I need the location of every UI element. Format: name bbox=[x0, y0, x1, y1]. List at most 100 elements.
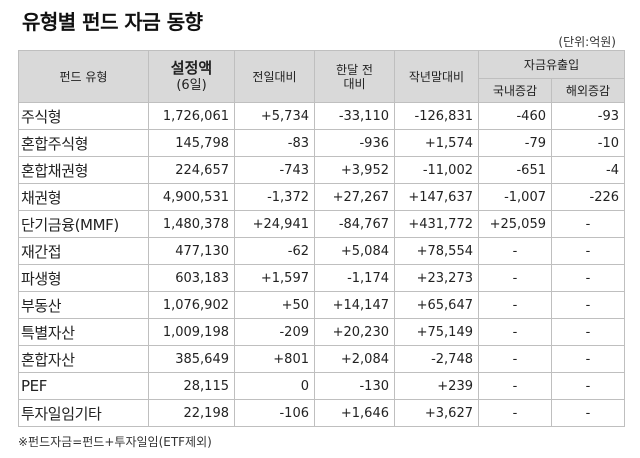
cell-prev-day: -743 bbox=[234, 156, 315, 184]
header-fund-type: 펀드 유형 bbox=[18, 50, 149, 103]
cell-month-ago: -936 bbox=[314, 129, 395, 157]
cell-year-end: +431,772 bbox=[394, 210, 479, 238]
cell-year-end: -11,002 bbox=[394, 156, 479, 184]
cell-overseas: - bbox=[550, 210, 626, 238]
cell-balance: 385,649 bbox=[148, 345, 235, 373]
fund-flow-table: 펀드 유형 설정액 (6일) 전일대비 한달 전 대비 작년말대비 자금유출입 … bbox=[18, 50, 626, 427]
cell-domestic: -79 bbox=[478, 129, 552, 157]
cell-month-ago: +27,267 bbox=[314, 183, 395, 211]
cell-domestic: -1,007 bbox=[478, 183, 552, 211]
cell-domestic: - bbox=[478, 264, 552, 292]
cell-fund-type: 투자일임기타 bbox=[18, 399, 149, 427]
cell-balance: 4,900,531 bbox=[148, 183, 235, 211]
cell-balance: 603,183 bbox=[148, 264, 235, 292]
cell-overseas: - bbox=[550, 345, 626, 373]
unit-label: (단위:억원) bbox=[558, 35, 616, 49]
cell-balance: 1,009,198 bbox=[148, 318, 235, 346]
table-row: 단기금융(MMF) 1,480,378 +24,941 -84,767 +431,772… bbox=[18, 210, 626, 238]
cell-balance: 28,115 bbox=[148, 372, 235, 400]
header-balance: 설정액 (6일) bbox=[148, 50, 235, 103]
cell-month-ago: -84,767 bbox=[314, 210, 395, 238]
cell-fund-type: 혼합채권형 bbox=[18, 156, 149, 184]
cell-year-end: +147,637 bbox=[394, 183, 479, 211]
cell-fund-type: 혼합주식형 bbox=[18, 129, 149, 157]
cell-month-ago: -1,174 bbox=[314, 264, 395, 292]
cell-prev-day: -209 bbox=[234, 318, 315, 346]
cell-fund-type: 파생형 bbox=[18, 264, 149, 292]
cell-month-ago: +14,147 bbox=[314, 291, 395, 319]
header-overseas: 해외증감 bbox=[550, 78, 626, 103]
footnote: ※펀드자금=펀드+투자일임(ETF제외) bbox=[18, 435, 212, 449]
table-row: 파생형 603,183 +1,597 -1,174 +23,273- - bbox=[18, 264, 626, 292]
table-row: 특별자산 1,009,198 -209 +20,230 +75,149- - bbox=[18, 318, 626, 346]
cell-overseas: - bbox=[550, 237, 626, 265]
cell-prev-day: +50 bbox=[234, 291, 315, 319]
cell-fund-type: PEF bbox=[18, 372, 149, 400]
cell-fund-type: 특별자산 bbox=[18, 318, 149, 346]
table-row: PEF 28,115 0 -130 +239- - bbox=[18, 372, 626, 400]
cell-prev-day: -62 bbox=[234, 237, 315, 265]
cell-fund-type: 채권형 bbox=[18, 183, 149, 211]
table-row: 혼합주식형 145,798 -83 -936 +1,574 -79 -10 bbox=[18, 129, 626, 157]
table-row: 혼합채권형 224,657 -743 +3,952 -11,002 -651 -4 bbox=[18, 156, 626, 184]
cell-month-ago: +3,952 bbox=[314, 156, 395, 184]
cell-domestic: -651 bbox=[478, 156, 552, 184]
cell-year-end: -126,831 bbox=[394, 102, 479, 130]
cell-domestic: - bbox=[478, 345, 552, 373]
cell-domestic: - bbox=[478, 291, 552, 319]
table-header: 펀드 유형 설정액 (6일) 전일대비 한달 전 대비 작년말대비 자금유출입 … bbox=[18, 50, 626, 103]
cell-month-ago: -130 bbox=[314, 372, 395, 400]
cell-domestic: - bbox=[478, 399, 552, 427]
cell-domestic: +25,059 bbox=[478, 210, 552, 238]
cell-overseas: - bbox=[550, 372, 626, 400]
header-flow: 자금유출입 bbox=[477, 50, 626, 79]
cell-year-end: +3,627 bbox=[394, 399, 479, 427]
table-row: 혼합자산 385,649 +801 +2,084 -2,748- - bbox=[18, 345, 626, 373]
cell-domestic: - bbox=[478, 372, 552, 400]
cell-domestic: -460 bbox=[478, 102, 552, 130]
cell-month-ago: +5,084 bbox=[314, 237, 395, 265]
cell-month-ago: -33,110 bbox=[314, 102, 395, 130]
table-row: 재간접 477,130 -62 +5,084 +78,554- - bbox=[18, 237, 626, 265]
header-prev-day: 전일대비 bbox=[234, 50, 315, 103]
cell-balance: 22,198 bbox=[148, 399, 235, 427]
cell-overseas: - bbox=[550, 264, 626, 292]
cell-year-end: +78,554 bbox=[394, 237, 479, 265]
cell-prev-day: +24,941 bbox=[234, 210, 315, 238]
page-title: 유형별 펀드 자금 동향 bbox=[22, 10, 203, 34]
cell-fund-type: 주식형 bbox=[18, 102, 149, 130]
table-body: 주식형 1,726,061 +5,734 -33,110 -126,831 -460 -93… bbox=[18, 102, 626, 427]
header-month-ago: 한달 전 대비 bbox=[314, 50, 395, 103]
cell-balance: 224,657 bbox=[148, 156, 235, 184]
cell-prev-day: -1,372 bbox=[234, 183, 315, 211]
cell-domestic: - bbox=[478, 237, 552, 265]
cell-month-ago: +20,230 bbox=[314, 318, 395, 346]
cell-balance: 477,130 bbox=[148, 237, 235, 265]
header-domestic: 국내증감 bbox=[478, 78, 552, 103]
table-row: 채권형 4,900,531 -1,372 +27,267 +147,637 -1,007-… bbox=[18, 183, 626, 211]
cell-year-end: -2,748 bbox=[394, 345, 479, 373]
cell-prev-day: +801 bbox=[234, 345, 315, 373]
header-month-ago-line2: 대비 bbox=[343, 76, 366, 91]
header-year-end: 작년말대비 bbox=[394, 50, 479, 103]
cell-overseas: - bbox=[550, 399, 626, 427]
header-balance-label: 설정액 bbox=[170, 58, 213, 77]
cell-overseas: -4 bbox=[550, 156, 626, 184]
cell-balance: 1,726,061 bbox=[148, 102, 235, 130]
cell-prev-day: 0 bbox=[234, 372, 315, 400]
table-row: 부동산 1,076,902 +50 +14,147 +65,647- - bbox=[18, 291, 626, 319]
cell-fund-type: 단기금융(MMF) bbox=[18, 210, 149, 238]
header-balance-date: (6일) bbox=[176, 77, 207, 93]
cell-year-end: +65,647 bbox=[394, 291, 479, 319]
cell-fund-type: 부동산 bbox=[18, 291, 149, 319]
cell-prev-day: +5,734 bbox=[234, 102, 315, 130]
cell-prev-day: -106 bbox=[234, 399, 315, 427]
cell-year-end: +23,273 bbox=[394, 264, 479, 292]
cell-balance: 1,480,378 bbox=[148, 210, 235, 238]
cell-overseas: - bbox=[550, 318, 626, 346]
table-row: 주식형 1,726,061 +5,734 -33,110 -126,831 -460 -93 bbox=[18, 102, 626, 130]
table-row: 투자일임기타 22,198 -106 +1,646 +3,627- - bbox=[18, 399, 626, 427]
cell-overseas: -93 bbox=[550, 102, 626, 130]
cell-balance: 145,798 bbox=[148, 129, 235, 157]
